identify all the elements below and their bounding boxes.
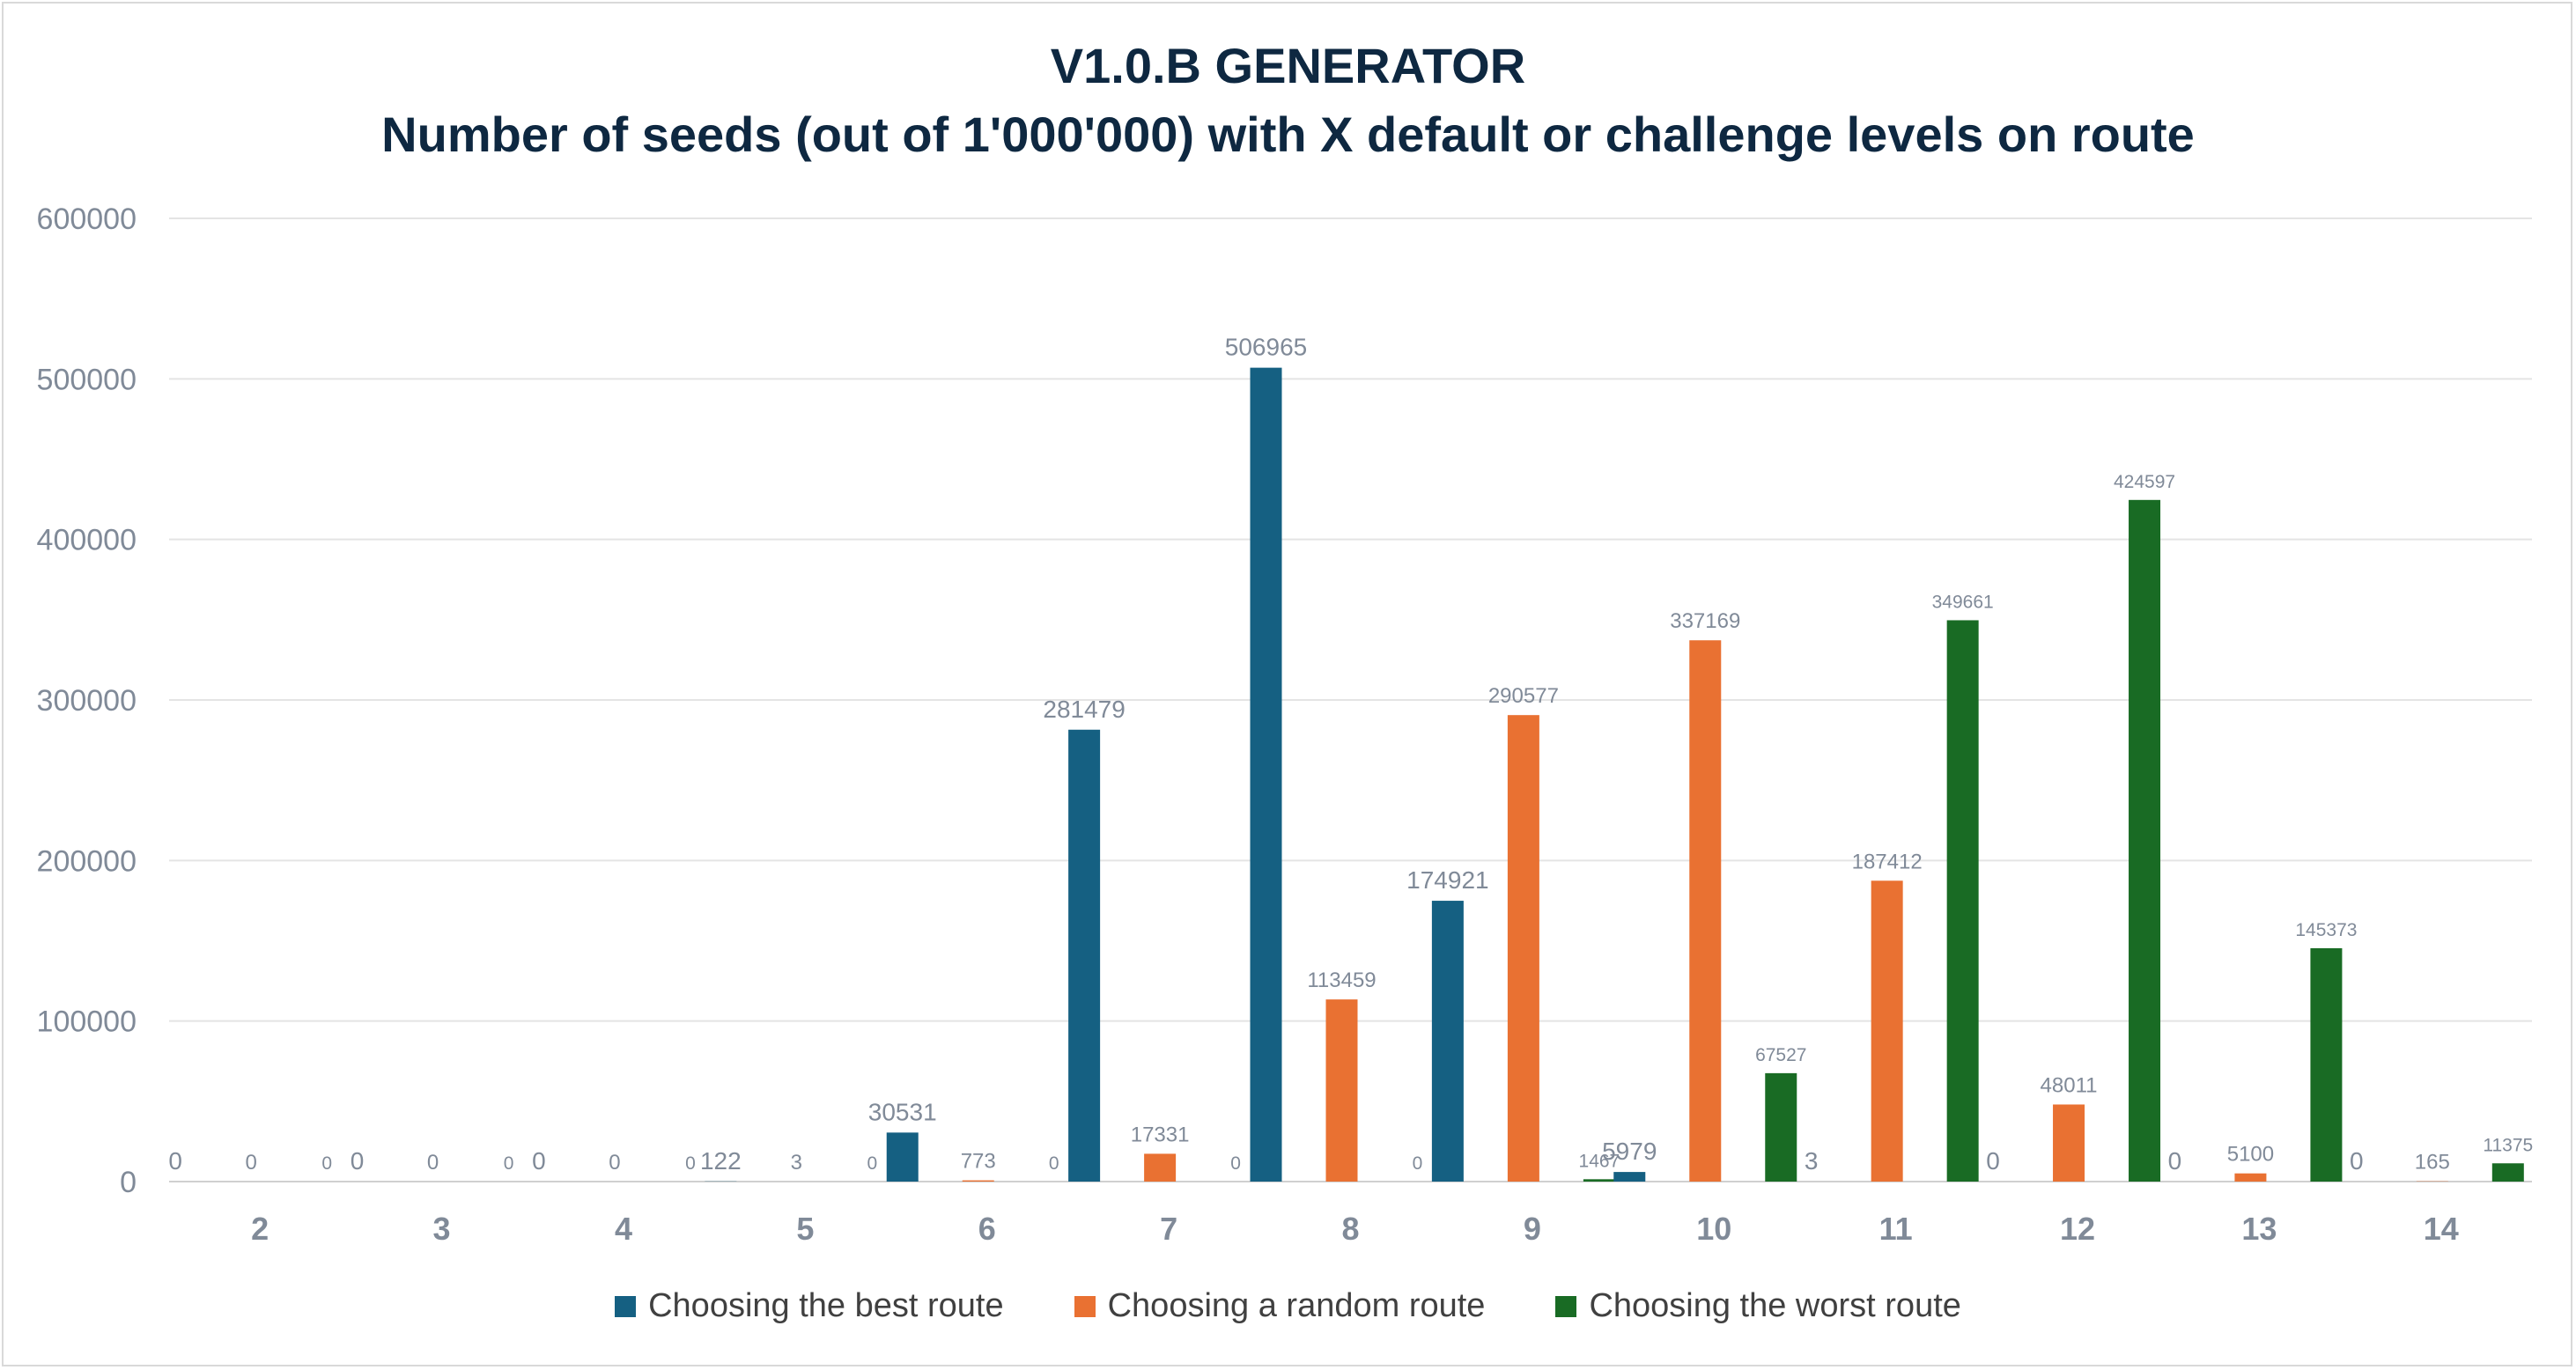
legend-item: Choosing the best route	[615, 1287, 1004, 1325]
data-label: 11375	[2483, 1135, 2533, 1155]
bar	[1689, 640, 1722, 1182]
data-label: 165	[2415, 1151, 2450, 1175]
data-label: 3	[791, 1151, 802, 1175]
data-label: 30531	[868, 1098, 937, 1125]
y-tick-label: 200000	[37, 844, 137, 878]
data-label: 349661	[1932, 592, 1994, 612]
x-tick-label: 14	[2424, 1211, 2459, 1247]
x-tick-label: 13	[2241, 1211, 2277, 1247]
bar	[2234, 1173, 2267, 1182]
data-label: 0	[1230, 1153, 1241, 1174]
data-label: 0	[2350, 1147, 2364, 1175]
data-label: 113459	[1307, 969, 1376, 992]
bar	[2310, 947, 2343, 1182]
data-label: 5979	[1602, 1138, 1657, 1165]
data-label: 145373	[2295, 920, 2357, 940]
data-label: 1467	[1579, 1151, 1620, 1171]
chart-legend: Choosing the best route Choosing a random…	[0, 1287, 2576, 1325]
data-label: 0	[427, 1151, 439, 1175]
y-tick-label: 300000	[37, 684, 137, 718]
x-tick-label: 9	[1524, 1211, 1541, 1247]
bar	[1250, 367, 1282, 1182]
data-label: 0	[685, 1153, 696, 1174]
data-label: 0	[246, 1151, 257, 1175]
bar	[1583, 1179, 1615, 1182]
data-label: 0	[321, 1153, 332, 1174]
legend-item: Choosing the worst route	[1555, 1287, 1961, 1325]
chart-title: V1.0.B GENERATOR	[1050, 38, 1526, 93]
x-tick-label: 10	[1696, 1211, 1731, 1247]
data-label: 122	[700, 1147, 742, 1175]
data-label: 0	[1413, 1153, 1423, 1174]
legend-item: Choosing a random route	[1074, 1287, 1486, 1325]
x-tick-label: 7	[1160, 1211, 1177, 1247]
data-label: 506965	[1225, 334, 1307, 361]
y-tick-label: 600000	[37, 203, 137, 236]
bar	[2129, 499, 2161, 1182]
y-tick-label: 100000	[37, 1005, 137, 1039]
data-label: 0	[532, 1147, 546, 1175]
data-label: 3	[1805, 1147, 1819, 1175]
legend-label: Choosing the best route	[648, 1287, 1004, 1324]
bar	[1946, 620, 1979, 1182]
bar	[1144, 1153, 1177, 1182]
bar	[1068, 729, 1101, 1182]
x-tick-label: 12	[2060, 1211, 2095, 1247]
legend-swatch	[1555, 1295, 1577, 1317]
x-tick-label: 11	[1879, 1211, 1913, 1247]
data-label: 48011	[2041, 1073, 2098, 1097]
data-label: 424597	[2114, 472, 2175, 492]
bar	[1431, 901, 1464, 1182]
data-label: 773	[961, 1150, 996, 1174]
x-tick-label: 3	[433, 1211, 451, 1247]
bar	[2491, 1163, 2524, 1182]
y-tick-label: 0	[120, 1166, 137, 1199]
data-label: 67527	[1755, 1045, 1806, 1065]
data-label: 17331	[1131, 1123, 1190, 1146]
chart-subtitle: Number of seeds (out of 1'000'000) with …	[381, 107, 2195, 162]
data-label: 174921	[1406, 866, 1488, 894]
data-label: 0	[609, 1151, 620, 1175]
bar	[886, 1132, 919, 1182]
data-label: 281479	[1043, 696, 1125, 723]
x-tick-label: 6	[978, 1211, 996, 1247]
data-label: 290577	[1488, 684, 1559, 708]
bar	[2053, 1104, 2085, 1182]
data-label: 337169	[1670, 609, 1740, 633]
legend-label: Choosing the worst route	[1589, 1287, 1961, 1324]
data-label: 0	[1049, 1153, 1059, 1174]
x-tick-label: 2	[251, 1211, 269, 1247]
data-label: 0	[867, 1153, 878, 1174]
legend-label: Choosing a random route	[1107, 1287, 1486, 1324]
x-tick-label: 5	[796, 1211, 814, 1247]
bar	[1765, 1072, 1797, 1182]
y-tick-label: 500000	[37, 363, 137, 396]
data-label: 5100	[2227, 1143, 2274, 1167]
data-label: 0	[351, 1147, 365, 1175]
legend-swatch	[615, 1295, 637, 1317]
x-tick-label: 4	[615, 1211, 632, 1247]
legend-swatch	[1074, 1295, 1096, 1317]
data-label: 0	[504, 1153, 514, 1174]
x-tick-label: 8	[1341, 1211, 1359, 1247]
data-label: 187412	[1852, 850, 1923, 873]
bar	[962, 1180, 994, 1182]
bar	[1871, 880, 1903, 1182]
data-label: 0	[2168, 1147, 2182, 1175]
data-label: 0	[168, 1147, 182, 1175]
bar	[1325, 999, 1358, 1182]
y-tick-label: 400000	[37, 524, 137, 557]
bar	[1507, 715, 1539, 1182]
data-label: 0	[1986, 1147, 2000, 1175]
bar	[1613, 1172, 1646, 1182]
